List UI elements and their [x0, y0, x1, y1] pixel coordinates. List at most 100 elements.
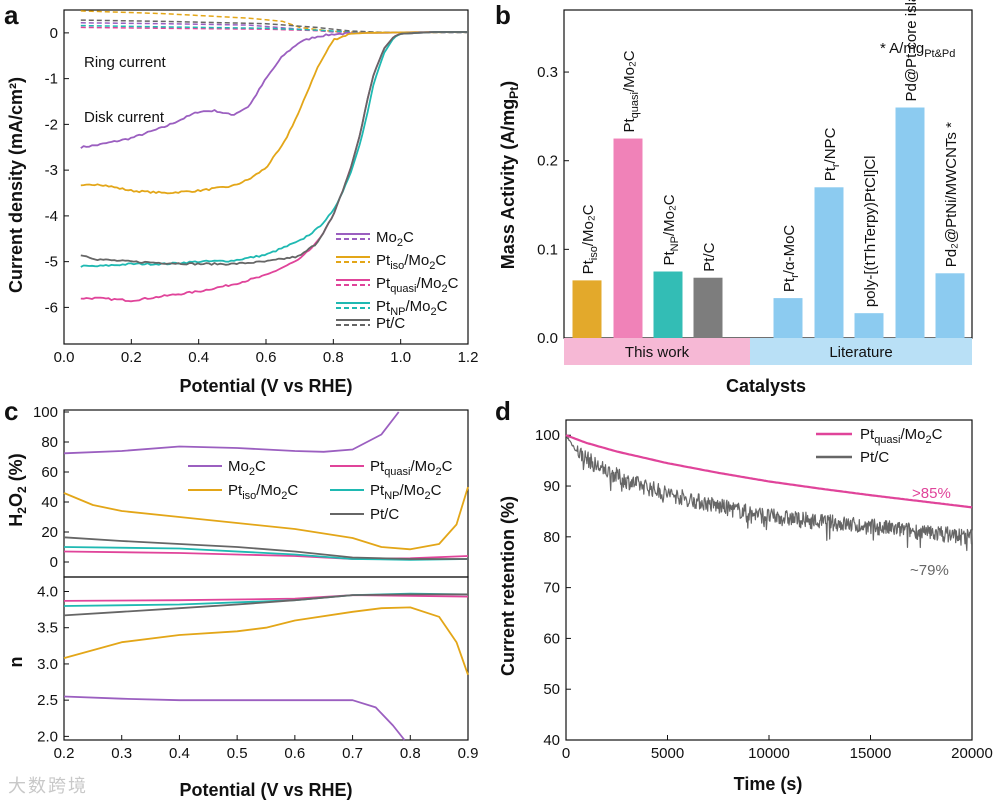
- panel-b-bar-2: [653, 271, 683, 338]
- panel-d-ytick-label-1: 50: [543, 681, 560, 698]
- panel-d-ytick-label-5: 90: [543, 478, 560, 495]
- panel-c-bottom-line-4: [63, 593, 468, 617]
- panel-a-ring-annotation: Ring current: [84, 54, 167, 71]
- legend-a-pt-quasi: Ptquasi/Mo2C: [376, 275, 459, 295]
- panel-c-top-ytick-label-1: 20: [41, 524, 58, 541]
- watermark: 大数跨境: [8, 776, 88, 796]
- legend-c-mo2c: Mo2C: [228, 458, 266, 478]
- panel-c-xtick-label-3: 0.5: [227, 745, 248, 762]
- panel-d-xtick-label-2: 10000: [748, 745, 790, 762]
- panel-a-disk-0: [80, 31, 468, 149]
- panel-d-line-pt-quasi: [565, 434, 973, 509]
- legend-a-pt-np: PtNP/Mo2C: [376, 298, 448, 318]
- panel-c-xtick-label-5: 0.7: [342, 745, 363, 762]
- panel-c-xtick-label-6: 0.8: [400, 745, 421, 762]
- legend-a-pt-iso: Ptiso/Mo2C: [376, 252, 446, 272]
- panel-c-top-ytick-label-5: 100: [33, 404, 58, 421]
- panel-d-ylabel: Current retention (%): [498, 496, 518, 676]
- panel-a-xtick-label-1: 0.2: [121, 349, 142, 366]
- panel-d-annotation-85: >85%: [912, 485, 951, 502]
- panel-a-xtick-label-0: 0.0: [54, 349, 75, 366]
- panel-c-top-line-0: [63, 411, 400, 455]
- panel-c-xtick-label-1: 0.3: [111, 745, 132, 762]
- panel-a-ytick-label-6: -6: [45, 299, 58, 316]
- panel-a-disk-4: [80, 31, 468, 266]
- panel-b-bar-label-2: PtNP/Mo₂C: [661, 194, 681, 265]
- panel-b-bar-3: [693, 277, 723, 338]
- panel-a-ytick-label-1: -1: [45, 71, 58, 88]
- panel-b-band-literature: [750, 338, 972, 365]
- panel-c-xtick-label-2: 0.4: [169, 745, 190, 762]
- panel-c-top-ytick-label-3: 60: [41, 464, 58, 481]
- panel-b-bar-label-7: Pd@Pt core island shell *: [903, 0, 920, 102]
- panel-c-bottom-ytick-label-2: 3.0: [37, 656, 58, 673]
- panel-a-ring-3: [80, 24, 468, 34]
- panel-b-bar-4: [773, 298, 803, 338]
- panel-a-ring-4: [80, 19, 468, 34]
- panel-b-bar-label-3: Pt/C: [701, 242, 718, 271]
- panel-c-bottom-line-2: [63, 594, 469, 602]
- panel-c-xtick-label-0: 0.2: [54, 745, 75, 762]
- panel-a-letter: a: [4, 0, 19, 30]
- panel-a-xtick-label-3: 0.6: [256, 349, 277, 366]
- panel-d-legend: Ptquasi/Mo2C Pt/C: [816, 426, 943, 466]
- panel-a-xtick-label-4: 0.8: [323, 349, 344, 366]
- panel-c-plot: 0 20 40 60 80 100 2.0 2.5 3.0 3.5 4.0 0.2 0.3 0.4 0.5 0…: [33, 404, 478, 762]
- panel-a-disk-annotation: Disk current: [84, 109, 165, 126]
- panel-d-xtick-label-4: 20000: [951, 745, 993, 762]
- panel-a-ylabel: Current density (mA/cm²): [6, 77, 26, 293]
- panel-a-ytick-label-0: 0: [50, 25, 58, 42]
- panel-b-ytick-label-0: 0.0: [537, 330, 558, 347]
- panel-b-bar-label-0: Ptiso/Mo₂C: [580, 204, 600, 274]
- panel-d-xtick-label-0: 0: [562, 745, 570, 762]
- panel-d-ytick-label-3: 70: [543, 580, 560, 597]
- panel-a-plot: 0.0 0.2 0.4 0.6 0.8 1.0 1.2 0 -1 -2 -3 -4 -5 -6: [45, 9, 479, 366]
- panel-c-top-line-4: [63, 536, 468, 560]
- legend-c-pt-quasi: Ptquasi/Mo2C: [370, 458, 453, 478]
- legend-c-pt-np: PtNP/Mo2C: [370, 482, 442, 502]
- panel-b-bar-label-5: Ptr/NPC: [822, 127, 842, 181]
- panel-a-xtick-label-6: 1.2: [458, 349, 479, 366]
- panel-d-ytick-label-2: 60: [543, 630, 560, 647]
- panel-b-xlabel: Catalysts: [726, 376, 806, 396]
- panel-b-group-this-work: This work: [625, 344, 690, 361]
- panel-c-xlabel: Potential (V vs RHE): [179, 780, 352, 800]
- panel-b-plot: 0.0 0.1 0.2 0.3 This work Literature Ptiso/Mo₂…: [537, 0, 973, 365]
- panel-d-ytick-label-0: 40: [543, 732, 560, 749]
- panel-b-bar-6: [854, 313, 884, 338]
- panel-b-group-literature: Literature: [829, 344, 892, 361]
- panel-c-bottom-line-1: [63, 606, 469, 676]
- panel-b-unit-note: * A/mgPt&Pd: [880, 40, 955, 60]
- panel-b-bar-label-8: Pd₂@PtNi/MWCNTs *: [943, 122, 960, 267]
- panel-b-ylabel: Mass Activity (A/mgPt): [498, 81, 521, 269]
- panel-d-annotation-79: ~79%: [910, 562, 949, 579]
- panel-b-ytick-label-2: 0.2: [537, 153, 558, 170]
- panel-a-ytick-label-3: -3: [45, 162, 58, 179]
- panel-d-ytick-label-6: 100: [535, 427, 560, 444]
- panel-c-top-ytick-label-4: 80: [41, 434, 58, 451]
- panel-d-xlabel: Time (s): [734, 774, 803, 794]
- panel-d-letter: d: [495, 396, 511, 426]
- panel-a-legend: Mo2C Ptiso/Mo2C Ptquasi/Mo2C PtNP/Mo2C P…: [336, 229, 459, 332]
- panel-c-bottom-ytick-label-1: 2.5: [37, 692, 58, 709]
- panel-a-xtick-label-5: 1.0: [390, 349, 411, 366]
- panel-b-bar-0: [572, 280, 602, 338]
- panel-a-ytick-label-4: -4: [45, 208, 58, 225]
- panel-d-plot: 0 5000 10000 15000 20000 40 50 60 70 80 90 100: [535, 419, 993, 762]
- panel-c-bottom-ytick-label-0: 2.0: [37, 728, 58, 745]
- panel-b-bar-label-6: poly-[(tThTerpy)PtCl]Cl: [862, 155, 879, 307]
- panel-c-xtick-label-7: 0.9: [458, 745, 479, 762]
- panel-a-disk-1: [80, 31, 468, 195]
- panel-c-bottom-ytick-label-3: 3.5: [37, 620, 58, 637]
- legend-c-ptc: Pt/C: [370, 506, 399, 523]
- legend-a-mo2c: Mo2C: [376, 229, 414, 249]
- legend-d-ptc: Pt/C: [860, 449, 889, 466]
- panel-d-frame: [565, 419, 973, 741]
- panel-b-bar-label-4: Ptr/α-MoC: [781, 225, 801, 293]
- panel-d-xtick-label-1: 5000: [651, 745, 684, 762]
- panel-c-letter: c: [4, 396, 18, 426]
- panel-b-letter: b: [495, 0, 511, 30]
- panel-b-ytick-label-3: 0.3: [537, 64, 558, 81]
- panel-d-xtick-label-3: 15000: [850, 745, 892, 762]
